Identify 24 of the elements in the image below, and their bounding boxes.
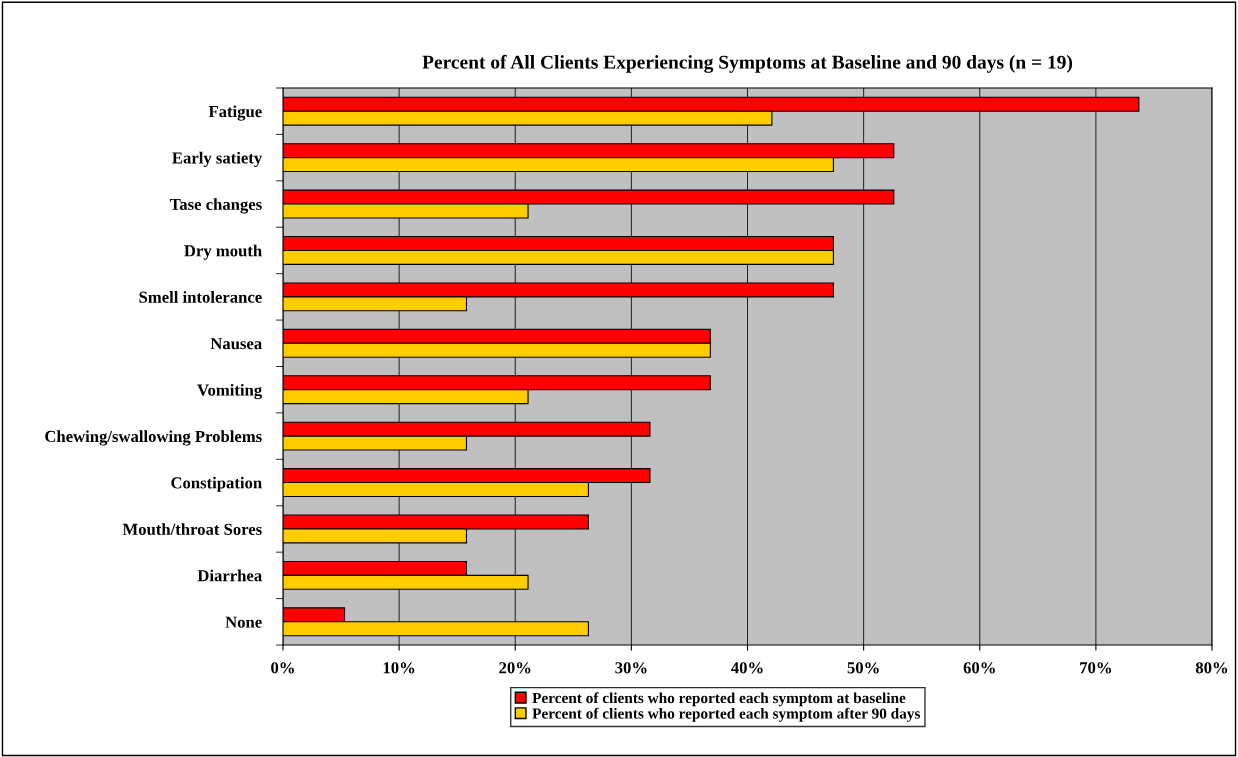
x-tick-label: 40% — [731, 662, 763, 674]
legend-label: Percent of clients who reported each symptom after 90 days — [532, 707, 921, 722]
x-tick-label: 10% — [383, 662, 415, 674]
y-tick-label: Fatigue — [208, 105, 262, 121]
x-tick-label: 20% — [499, 662, 531, 674]
y-tick-label: Chewing/swallowing Problems — [45, 430, 262, 446]
x-tick-label: 0% — [271, 662, 294, 674]
y-tick-label: None — [225, 616, 262, 628]
legend-label: Percent of clients who reported each symptom at baseline — [532, 692, 906, 707]
y-tick-label: Nausea — [210, 338, 262, 350]
x-tick-label: 30% — [615, 662, 647, 674]
y-tick-label: Smell intolerance — [139, 291, 262, 303]
y-tick-label: Tase changes — [169, 198, 262, 214]
x-tick-label: 70% — [1080, 662, 1111, 674]
y-tick-label: Dry mouth — [184, 244, 262, 260]
x-tick-label: 60% — [963, 662, 995, 674]
y-tick-label: Vomiting — [197, 383, 263, 400]
x-tick-label: 50% — [847, 662, 879, 674]
chart-title: Percent of All Clients Experiencing Symptoms at Baseline and 90 days (n = 19) — [422, 54, 1073, 73]
y-tick-label: Mouth/throat Sores — [122, 523, 262, 535]
y-tick-label: Diarrhea — [197, 569, 262, 582]
x-tick-label: 80% — [1195, 662, 1228, 674]
y-tick-label: Constipation — [171, 476, 262, 492]
y-tick-label: Early satiety — [172, 151, 262, 167]
